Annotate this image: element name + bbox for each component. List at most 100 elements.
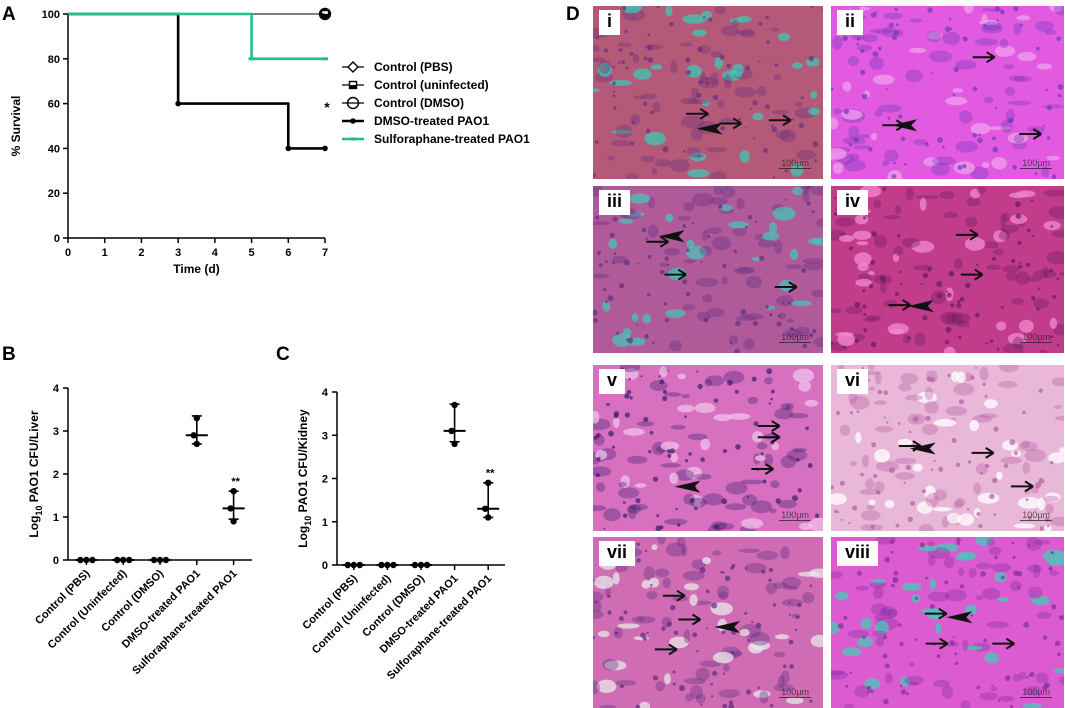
annotation-arrow	[751, 463, 774, 475]
panel-letter-d: D	[566, 4, 580, 25]
micrograph-label: iii	[599, 190, 631, 215]
group-4	[443, 401, 466, 448]
data-point	[150, 556, 158, 564]
micrograph-4: iv 100µm	[831, 186, 1064, 353]
micrograph-label: viii	[837, 541, 879, 566]
y-axis-label: % Survival	[9, 96, 23, 157]
data-point	[162, 556, 170, 564]
annotation-arrow	[972, 51, 996, 64]
legend-item-2: Control (uninfected)	[342, 78, 489, 92]
x-tick-label: 0	[65, 247, 71, 259]
y-tick-label: 100	[42, 9, 60, 21]
annotation-arrow	[719, 117, 742, 130]
legend-swatch-marker	[347, 61, 359, 73]
annotation-arrow	[1011, 480, 1034, 493]
scale-bar: 100µm	[1020, 332, 1052, 343]
data-point	[384, 561, 391, 569]
micrograph-label: v	[599, 369, 626, 394]
legend-item-5: Sulforaphane-treated PAO1	[342, 132, 530, 146]
annotation-arrowhead	[696, 122, 723, 135]
micrograph-texture	[831, 537, 1064, 708]
annotation-arrow	[925, 637, 949, 650]
group-1	[75, 556, 98, 564]
legend-swatch-marker-fill	[349, 85, 357, 89]
group-1	[342, 561, 365, 569]
data-point	[230, 488, 237, 495]
data-point	[193, 414, 200, 422]
legend-swatch-marker	[350, 118, 356, 124]
scale-bar: 100µm	[1020, 158, 1052, 169]
group-2	[112, 556, 135, 564]
data-point	[156, 556, 164, 564]
panel-letter-c: C	[276, 344, 290, 365]
micrograph-6: vi 100µm	[831, 365, 1064, 531]
group-2	[376, 561, 399, 569]
data-point	[411, 561, 419, 569]
y-tick-label: 1	[322, 517, 328, 529]
annotation-arrowhead	[907, 300, 934, 313]
series-line-5	[68, 12, 325, 61]
annotation-arrow	[646, 235, 669, 248]
data-point	[77, 556, 84, 564]
x-tick-label: Control (DMSO)	[360, 572, 427, 639]
panel-letter-a: A	[2, 4, 16, 25]
legend-label: DMSO-treated PAO1	[374, 114, 489, 128]
x-tick-label: 5	[249, 247, 255, 259]
micrograph-label: vii	[599, 541, 636, 566]
annotation-arrow	[992, 637, 1015, 650]
data-point	[448, 427, 455, 435]
micrograph-7: vii 100µm	[593, 537, 823, 708]
scale-bar: 100µm	[1020, 510, 1052, 521]
group-4	[185, 414, 208, 448]
series-line-4	[68, 12, 325, 150]
series-marker-4	[285, 145, 292, 152]
x-tick-label: 4	[212, 247, 219, 259]
series-marker-4	[322, 145, 328, 152]
legend-item-4: DMSO-treated PAO1	[342, 114, 489, 128]
data-point	[451, 440, 458, 448]
group-5	[477, 479, 500, 521]
micrograph-texture	[831, 6, 1064, 179]
legend-item-1: Control (PBS)	[342, 60, 453, 74]
x-tick-label: Control (DMSO)	[99, 567, 166, 634]
y-tick-label: 3	[53, 426, 59, 438]
micrograph-texture	[831, 186, 1064, 353]
series-5	[68, 12, 328, 61]
scale-bar: 100µm	[779, 687, 811, 698]
micrograph-label: i	[599, 10, 621, 35]
data-point	[417, 561, 425, 569]
series-marker-4	[175, 100, 181, 107]
data-point	[485, 479, 492, 487]
data-point	[482, 505, 489, 512]
legend-label: Control (PBS)	[374, 60, 453, 74]
annotation-arrow	[664, 268, 687, 281]
data-point	[89, 556, 96, 564]
annotation-arrow	[768, 114, 792, 127]
y-tick-label: 4	[53, 383, 60, 395]
legend-item-3: Control (DMSO)	[342, 96, 464, 110]
legend-label: Control (uninfected)	[374, 78, 489, 92]
micrograph-texture	[593, 365, 823, 531]
y-tick-label: 0	[322, 560, 328, 572]
y-axis-label: Log10 PAO1 CFU/Liver	[27, 410, 44, 537]
annotation-arrow	[971, 447, 995, 459]
y-tick-label: 0	[53, 555, 59, 567]
micrograph-5: v 100µm	[593, 365, 823, 531]
micrograph-2: ii 100µm	[831, 6, 1064, 179]
micrograph-texture	[593, 186, 823, 353]
data-point	[230, 518, 237, 525]
micrograph-texture	[831, 365, 1064, 531]
data-point	[83, 556, 90, 564]
annotation-arrowhead	[909, 442, 936, 455]
y-axis-label: Log10 PAO1 CFU/Kidney	[296, 409, 313, 548]
data-point	[344, 561, 351, 569]
annotation-arrow	[757, 431, 781, 444]
micrograph-texture	[593, 6, 823, 179]
y-tick-label: 60	[48, 99, 60, 111]
y-tick-label: 80	[48, 54, 60, 66]
annotation-arrow	[654, 643, 678, 656]
survival-chart: 0 20 40 60 80 100 0 1 2 3 4 5 6 7 Time (d) % Survival * C…	[9, 7, 530, 276]
annotation-arrow	[678, 613, 701, 626]
